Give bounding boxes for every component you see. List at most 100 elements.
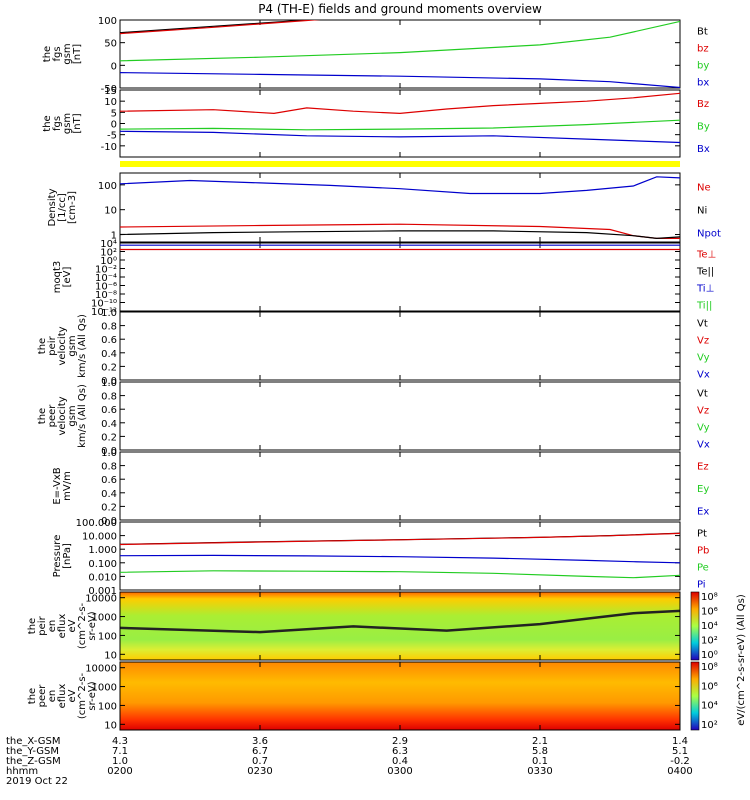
y-axis-title-line: peir <box>47 335 58 355</box>
y-tick-label: 10000 <box>85 664 117 675</box>
y-tick-label: -50 <box>101 84 117 95</box>
legend-entry: by <box>697 61 709 72</box>
y-tick-label: 10000 <box>85 594 117 605</box>
y-axis-title-line: fgs <box>52 116 63 131</box>
y-axis-title-line: Density <box>47 188 58 226</box>
legend-entry: Ti|| <box>696 301 712 312</box>
y-axis-title-line: en <box>47 690 58 703</box>
y-tick-label: 10 <box>104 97 117 108</box>
y-axis-title-line: fgs <box>52 46 63 61</box>
series-line <box>120 119 680 131</box>
panel-frame <box>119 172 681 243</box>
y-tick-label: 10⁻² <box>95 265 117 276</box>
colorbar: 10⁸ 10⁶ 10⁴ 10² 10⁰ <box>690 591 718 661</box>
panel-frame <box>119 311 681 381</box>
y-tick-label: 0.8 <box>101 392 117 403</box>
y-axis-title-line: Pressure <box>52 535 63 578</box>
y-tick-label: 10⁻⁸ <box>95 290 117 301</box>
y-tick-label: 10⁻¹⁰ <box>91 299 117 310</box>
series-line <box>120 20 321 35</box>
orbit-row-label: the_X-GSM <box>6 736 60 747</box>
orbit-value: 1.4 <box>672 736 688 747</box>
legend-entry: Ez <box>697 461 709 472</box>
y-tick-label: 0 <box>111 120 117 131</box>
orbit-value: 6.3 <box>392 746 408 757</box>
y-tick-label: 100 <box>98 701 117 712</box>
colorbar-tick-label: 10⁰ <box>701 650 718 661</box>
y-tick-label: 0 <box>111 61 117 72</box>
y-tick-label: 10.000 <box>82 532 117 543</box>
y-tick-label: 15 <box>104 86 117 97</box>
y-axis-title-line: the <box>42 115 53 131</box>
y-tick-label: 1.0 <box>101 448 117 459</box>
y-tick-label: -10 <box>101 142 117 153</box>
series-line <box>120 176 680 195</box>
colorbar-label: eV/(cm^2-s-sr-eV) (All Qs) <box>736 594 747 726</box>
panel-peir-eflux: 10⁸ 10⁶ 10⁴ 10² 10⁰ 10000 1000 100 10 thepeirenef… <box>27 591 718 661</box>
y-axis-title-line: eV <box>67 619 78 632</box>
panel-frame <box>119 19 681 89</box>
y-tick-label: 1000 <box>92 613 117 624</box>
y-tick-label: 5 <box>111 108 117 119</box>
y-axis-title-line: [eV] <box>62 267 73 288</box>
y-axis-title-line: km/s (All Qs) <box>77 314 88 378</box>
series-line <box>120 72 680 88</box>
y-axis-title: Density[1/cc][cm-3] <box>47 188 78 226</box>
y-axis-title-line: eflux <box>57 614 68 639</box>
colorbar-tick-label: 10⁸ <box>701 662 718 673</box>
y-axis-title-line: [nT] <box>72 113 83 133</box>
y-axis-title-line: velocity <box>57 326 68 365</box>
legend-entry: Pi <box>697 580 706 591</box>
legend-entry: Bx <box>697 144 710 155</box>
y-axis-title-line: [nPa] <box>62 543 73 569</box>
y-axis-title-line: the <box>42 46 53 62</box>
y-axis-title: thepeirvelocitygsmkm/s (All Qs) <box>37 314 88 378</box>
y-tick-label: 1 <box>111 231 117 242</box>
y-tick-label: 10⁻⁴ <box>95 273 117 284</box>
y-axis-title-line: the <box>37 408 48 424</box>
panel-peer-velocity: 1.0 0.8 0.6 0.4 0.2 0.0 thepeervelocitygsmkm/s… <box>37 378 710 457</box>
colorbar-bar <box>690 591 700 661</box>
y-tick-label: 100 <box>98 181 117 192</box>
legend-entry: Vx <box>697 440 710 451</box>
status-bar <box>120 161 680 167</box>
y-tick-label: 0.4 <box>101 349 117 360</box>
orbit-table: the_X-GSM 4.3 3.6 2.9 2.1 1.4 the_Y-GSM 7.1 6.7 6… <box>6 736 693 777</box>
y-axis-title-line: peir <box>37 615 48 635</box>
y-tick-label: 0.0 <box>101 446 117 457</box>
legend-entry: Bz <box>697 99 709 110</box>
heatmap-field <box>120 662 680 730</box>
orbit-value: 2.1 <box>532 736 548 747</box>
legend-entry: Bt <box>697 27 708 38</box>
orbit-value: 4.3 <box>112 736 128 747</box>
orbit-value: 6.7 <box>252 746 268 757</box>
colorbar-tick-label: 10⁸ <box>701 592 718 603</box>
y-axis-title-line: moqt3 <box>52 261 63 294</box>
legend-entry: Ne <box>697 183 711 194</box>
date-label: 2019 Oct 22 <box>6 776 68 787</box>
y-tick-label: 0.2 <box>101 502 117 513</box>
panel-frame <box>119 242 681 312</box>
y-axis-title-line: gsm <box>62 43 73 64</box>
orbit-row-label: the_Z-GSM <box>6 756 61 767</box>
colorbar-tick-label: 10⁶ <box>701 681 718 692</box>
panel-efield: 1.0 0.8 0.6 0.4 0.2 0.0 E=-VxBmV/m Ez Ey Ex <box>52 448 709 527</box>
y-axis-title-line: the <box>27 688 38 704</box>
series-line <box>120 130 680 144</box>
orbit-value: 0330 <box>527 766 552 777</box>
series-line <box>120 20 315 34</box>
y-axis-title-line: eV <box>67 689 78 702</box>
legend-entry: bx <box>697 78 709 89</box>
y-axis-title: Pressure[nPa] <box>52 535 73 578</box>
legend-entry: Vy <box>697 423 710 434</box>
y-axis-title-line: gsm <box>67 405 78 426</box>
legend-entry: Te⊥ <box>696 250 716 261</box>
y-axis-title: thepeirenefluxeV(cm^2-s-sr-eV) <box>27 602 98 649</box>
orbit-value: 0.4 <box>392 756 408 767</box>
colorbar-tick-label: 10⁶ <box>701 607 718 618</box>
orbit-value: 3.6 <box>252 736 268 747</box>
legend-entry: Npot <box>697 229 721 240</box>
y-tick-label: 0.6 <box>101 475 117 486</box>
